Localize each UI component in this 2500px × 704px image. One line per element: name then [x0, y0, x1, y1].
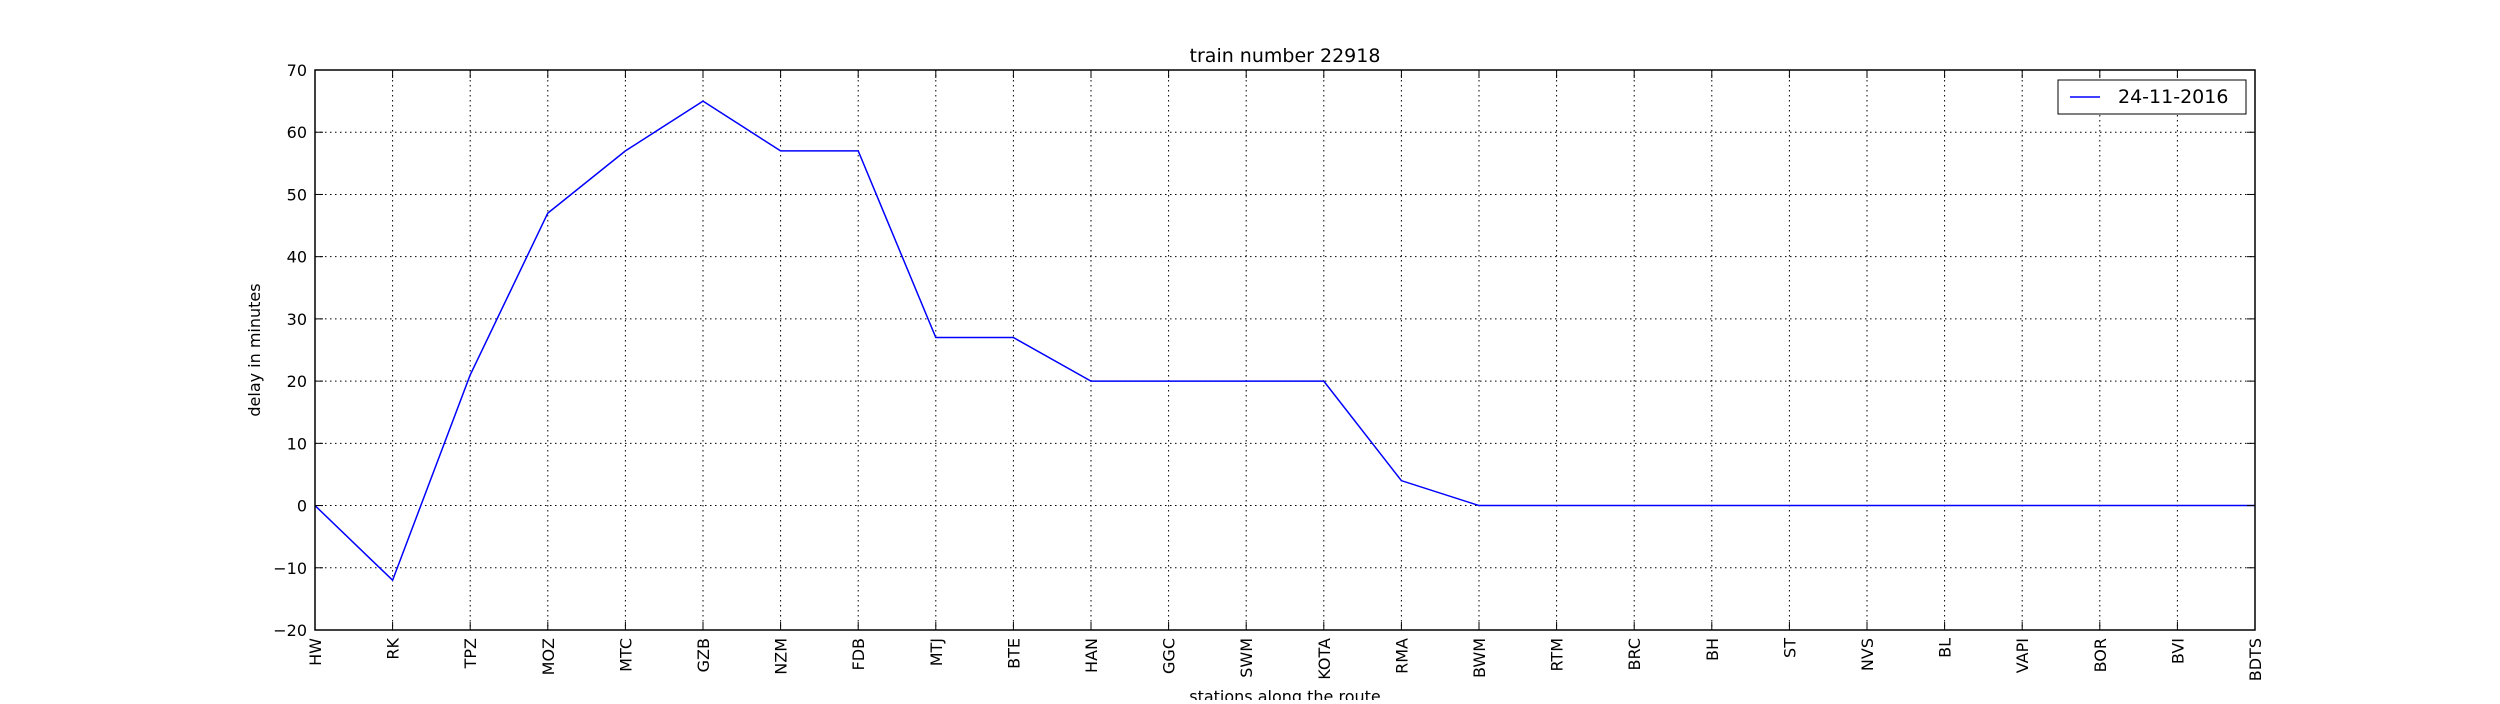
x-tick-label: TPZ [461, 638, 480, 669]
y-tick-label: 40 [287, 248, 307, 267]
plot-frame [314, 69, 2256, 631]
legend-label: 24-11-2016 [2118, 86, 2228, 108]
y-tick-label: 50 [287, 185, 307, 204]
x-tick-label: BRC [1625, 638, 1644, 670]
x-tick-label: BWM [1470, 638, 1489, 678]
x-tick-label: HW [306, 638, 325, 666]
y-tick-label: 70 [287, 61, 307, 80]
x-tick-label: MOZ [539, 638, 558, 675]
y-tick-label: −20 [273, 621, 307, 640]
grid [314, 69, 2256, 631]
legend: 24-11-2016 [2057, 79, 2247, 115]
x-tick-label: NVS [1858, 638, 1877, 671]
x-tick-label: NZM [772, 638, 791, 675]
chart-title: train number 22918 [1190, 45, 1381, 67]
x-tick-label: BL [1936, 638, 1955, 658]
x-tick-label: BTE [1004, 638, 1023, 669]
x-tick-label: RMA [1392, 638, 1411, 674]
y-axis-ticks: −20 −10 0 10 20 30 40 50 60 70 [273, 61, 2255, 640]
x-tick-label: BDTS [2246, 638, 2265, 681]
x-tick-label: GZB [694, 638, 713, 672]
x-tick-label: MTC [616, 638, 635, 672]
y-tick-label: 10 [287, 434, 307, 453]
x-tick-label: RK [384, 637, 403, 659]
x-axis-ticks: HW RK TPZ MOZ MTC GZB NZM FDB MTJ BTE HAN GGC SWM KOT… [306, 70, 2265, 681]
y-tick-label: 0 [297, 497, 307, 516]
x-tick-label: VAPI [2013, 638, 2032, 673]
x-tick-label: ST [1780, 638, 1799, 658]
series-layer [314, 100, 2255, 582]
x-tick-label: GGC [1160, 638, 1179, 674]
y-tick-label: −10 [273, 559, 307, 578]
x-tick-label: SWM [1237, 638, 1256, 678]
x-tick-label: BOR [2091, 638, 2110, 672]
y-tick-label: 60 [287, 123, 307, 142]
x-tick-label: BVI [2168, 638, 2187, 664]
x-tick-label: MTJ [927, 638, 946, 666]
x-axis-label: stations along the route [1189, 687, 1381, 700]
series-line [314, 100, 2255, 582]
y-tick-label: 20 [287, 372, 307, 391]
x-tick-label: HAN [1082, 638, 1101, 673]
x-tick-label: BH [1703, 638, 1722, 661]
x-tick-label: KOTA [1315, 638, 1334, 680]
y-tick-label: 30 [287, 310, 307, 329]
x-tick-label: RTM [1548, 638, 1567, 672]
x-tick-label: FDB [849, 638, 868, 671]
y-axis-label: delay in minutes [245, 283, 264, 416]
